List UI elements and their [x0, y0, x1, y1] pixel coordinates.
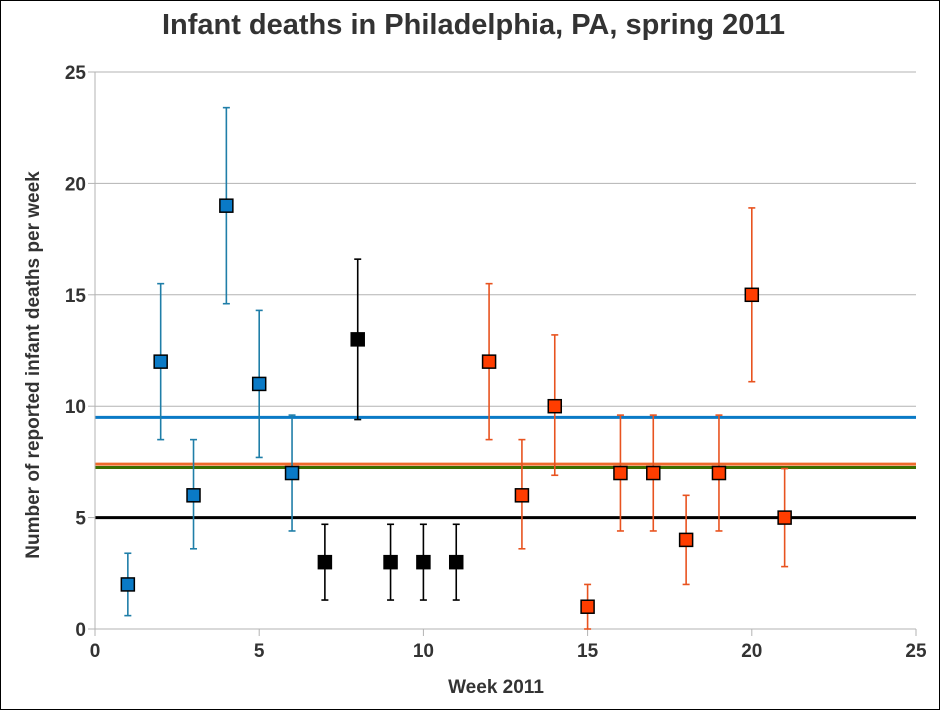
y-tick-label: 5	[75, 509, 86, 530]
data-point	[777, 510, 792, 525]
data-point	[580, 599, 595, 614]
data-point	[219, 198, 234, 213]
x-tick-label: 10	[413, 641, 434, 662]
data-point	[350, 332, 365, 347]
data-point	[251, 376, 267, 392]
data-point	[416, 554, 431, 570]
x-tick-label: 5	[254, 641, 265, 662]
data-point	[711, 465, 727, 481]
x-tick-label: 25	[905, 641, 927, 662]
data-point	[317, 554, 333, 570]
y-tick-label: 25	[65, 63, 87, 84]
data-point	[186, 488, 201, 503]
chart-title: Infant deaths in Philadelphia, PA, sprin…	[161, 9, 786, 41]
data-point	[448, 554, 464, 570]
data-point	[383, 554, 398, 570]
axes	[88, 71, 917, 636]
y-tick-label: 0	[75, 620, 86, 641]
error-bars	[124, 106, 789, 630]
x-axis-label: Week 2011	[448, 677, 544, 698]
data-point	[744, 287, 760, 303]
y-tick-label: 10	[65, 397, 86, 418]
data-point	[613, 465, 628, 481]
x-tick-label: 0	[90, 641, 101, 662]
y-tick-label: 15	[65, 286, 87, 307]
y-tick-label: 20	[65, 174, 86, 195]
tick-labels: 0 5 10 15 20 25 0 5 10 15 20 25	[65, 63, 927, 662]
data-point	[120, 577, 136, 592]
data-point	[646, 465, 661, 481]
reference-lines	[95, 415, 916, 520]
data-point	[481, 354, 497, 369]
y-axis-label-text: Number of reported infant deaths per wee…	[23, 171, 44, 559]
x-tick-label: 20	[741, 641, 762, 662]
data-point	[153, 354, 168, 369]
data-point	[284, 465, 300, 481]
x-tick-label: 15	[577, 641, 599, 662]
gridlines	[95, 71, 916, 519]
data-point	[514, 488, 530, 503]
data-point	[678, 532, 694, 548]
data-points	[120, 198, 792, 614]
data-point	[547, 398, 563, 414]
